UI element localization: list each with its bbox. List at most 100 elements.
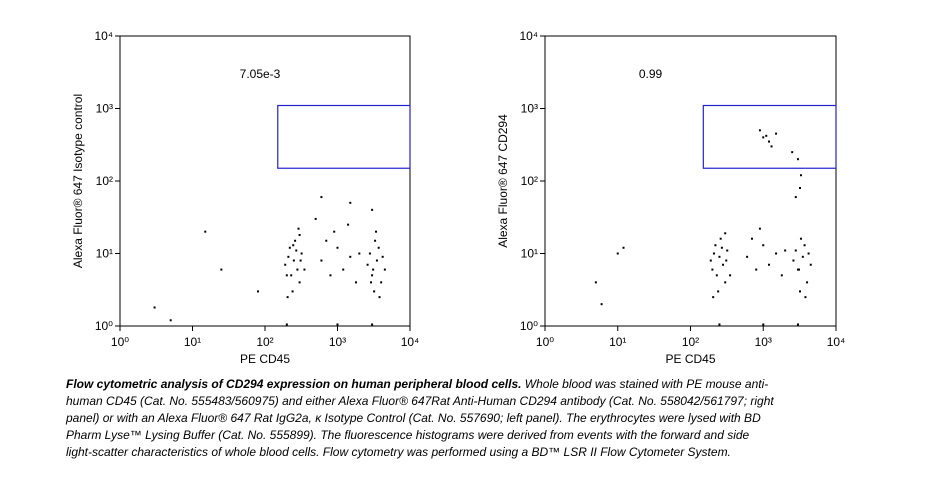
event-dot	[807, 252, 810, 255]
event-dot	[372, 268, 375, 271]
event-dot	[296, 268, 299, 271]
event-dot	[711, 268, 714, 271]
plot-frame	[544, 35, 837, 327]
gate-annotation: 7.05e-3	[240, 67, 281, 81]
event-dot	[333, 230, 336, 233]
event-dot	[371, 274, 374, 277]
event-dot	[726, 249, 729, 252]
event-dot	[314, 217, 317, 220]
y-tick-label: 10⁴	[94, 29, 113, 43]
x-tick-label: 10⁴	[401, 335, 420, 349]
y-tick-label: 10⁰	[95, 319, 113, 333]
x-tick-label: 10³	[329, 335, 346, 349]
event-dot	[724, 281, 727, 284]
event-dot	[153, 306, 156, 309]
y-axis-label: Alexa Fluor® 647 CD294	[496, 114, 510, 248]
event-dot	[746, 255, 749, 258]
event-dot	[342, 268, 345, 271]
event-dot	[616, 252, 619, 255]
event-dot	[780, 274, 783, 277]
event-dot	[750, 237, 753, 240]
event-dot	[298, 281, 301, 284]
event-dot	[806, 281, 809, 284]
event-dot	[336, 246, 339, 249]
event-dot	[798, 290, 801, 293]
x-tick-label: 10⁴	[827, 335, 846, 349]
event-dot	[775, 252, 778, 255]
event-dot	[349, 201, 352, 204]
gate	[702, 104, 837, 169]
event-dot	[292, 259, 295, 262]
event-dot	[320, 196, 323, 199]
event-dot	[290, 274, 293, 277]
event-dot	[220, 268, 223, 271]
event-dot	[355, 281, 358, 284]
event-dot	[801, 255, 804, 258]
event-dot	[373, 290, 376, 293]
event-dot	[284, 263, 287, 266]
event-dot	[320, 259, 323, 262]
y-tick-label: 10⁰	[520, 319, 538, 333]
event-dot	[286, 296, 289, 299]
event-dot	[380, 281, 383, 284]
event-dot	[358, 252, 361, 255]
caption: Flow cytometric analysis of CD294 expres…	[66, 376, 778, 461]
x-tick-label: 10²	[256, 335, 273, 349]
event-dot	[381, 255, 384, 258]
event-dot	[294, 239, 297, 242]
event-dot	[796, 268, 799, 271]
event-dot	[717, 290, 720, 293]
gate-annotation: 0.99	[639, 67, 663, 81]
y-axis-label: Alexa Fluor® 647 Isotype control	[71, 94, 85, 268]
event-dot	[718, 255, 721, 258]
event-dot	[378, 296, 381, 299]
event-dot	[798, 187, 801, 190]
x-tick-label: 10²	[682, 335, 699, 349]
x-axis-label: PE CD45	[240, 352, 290, 366]
event-dot	[762, 244, 765, 247]
event-dot	[374, 239, 377, 242]
event-dot	[329, 274, 332, 277]
event-dot	[765, 134, 768, 137]
event-dot	[775, 132, 778, 135]
caption-text: Whole blood was stained with PE mouse an…	[66, 377, 774, 459]
x-tick-label: 10⁰	[536, 335, 554, 349]
event-dot	[371, 208, 374, 211]
event-dot	[809, 263, 812, 266]
event-dot	[594, 281, 597, 284]
event-dot	[325, 239, 328, 242]
event-dot	[758, 129, 761, 132]
event-dot	[709, 259, 712, 262]
event-dot	[287, 255, 290, 258]
event-dot	[762, 136, 765, 139]
figure: 7.05e-3 10⁰ 10¹ 10² 10³ 10⁴ 10⁰ 10¹ 10² 10³ 10⁴ PE …	[71, 29, 846, 366]
x-tick-label: 10⁰	[111, 335, 129, 349]
event-dot	[794, 196, 797, 199]
event-dot	[729, 274, 732, 277]
event-dot	[303, 268, 306, 271]
event-dot	[770, 145, 773, 148]
y-tick-label: 10³	[96, 102, 113, 116]
event-dot	[299, 259, 302, 262]
event-dot	[285, 274, 288, 277]
event-dot	[295, 249, 298, 252]
event-dot	[797, 268, 800, 271]
event-dot	[758, 227, 761, 230]
event-dot	[722, 263, 725, 266]
event-dot	[600, 303, 603, 306]
event-dot	[762, 323, 765, 326]
event-dot	[169, 319, 172, 322]
event-dot	[336, 323, 339, 326]
y-tick-label: 10⁴	[519, 29, 538, 43]
event-dot	[714, 244, 717, 247]
event-dot	[803, 244, 806, 247]
event-dot	[720, 246, 723, 249]
event-dot	[377, 246, 380, 249]
event-dot	[799, 237, 802, 240]
event-dot	[796, 158, 799, 161]
y-tick-label: 10²	[96, 174, 113, 188]
event-dot	[724, 232, 727, 235]
y-tick-label: 10³	[521, 102, 538, 116]
event-dot	[712, 296, 715, 299]
